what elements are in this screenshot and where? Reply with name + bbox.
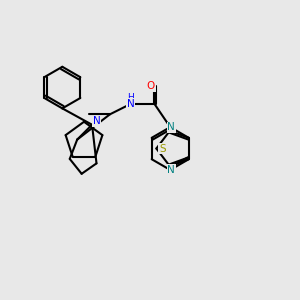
Text: N: N (93, 116, 101, 126)
Text: N: N (127, 99, 135, 109)
Text: S: S (159, 143, 166, 154)
Text: H: H (127, 94, 134, 103)
Text: N: N (167, 122, 175, 132)
Text: N: N (167, 165, 175, 175)
Text: O: O (147, 81, 155, 91)
